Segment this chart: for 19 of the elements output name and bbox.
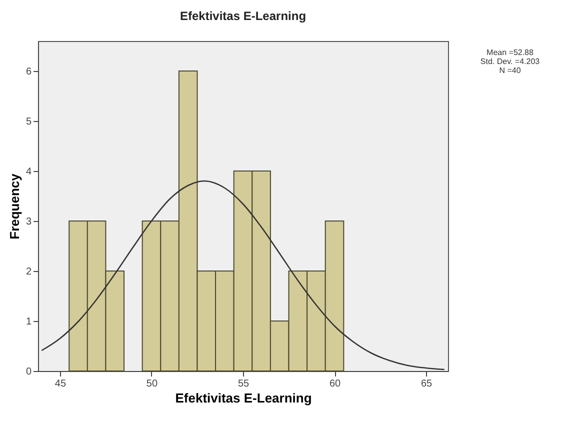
text: N =40 (499, 66, 522, 75)
x-tick-label: 55 (238, 378, 250, 390)
text: Mean =52.88 (486, 48, 534, 57)
y-tick-label: 3 (26, 216, 32, 228)
y-tick-label: 1 (26, 316, 32, 328)
y-tick-label: 2 (26, 266, 32, 278)
y-tick-label: 6 (26, 66, 32, 78)
line-series (41, 180, 445, 370)
chart-title: Efektivitas E-Learning (180, 9, 306, 23)
y-tick-label: 4 (26, 166, 32, 178)
x-tick-label: 65 (420, 378, 433, 390)
y-tick-label: 0 (26, 366, 32, 378)
x-tick-label: 45 (54, 378, 66, 390)
text: Std. Dev. =4.203 (480, 57, 540, 66)
y-tick-label: 5 (26, 116, 32, 128)
x-tick-label: 60 (329, 378, 342, 390)
x-tick-label: 50 (146, 378, 158, 390)
y-axis-title: Frequency (6, 172, 22, 240)
x-axis-title: Efektivitas E-Learning (175, 390, 312, 406)
